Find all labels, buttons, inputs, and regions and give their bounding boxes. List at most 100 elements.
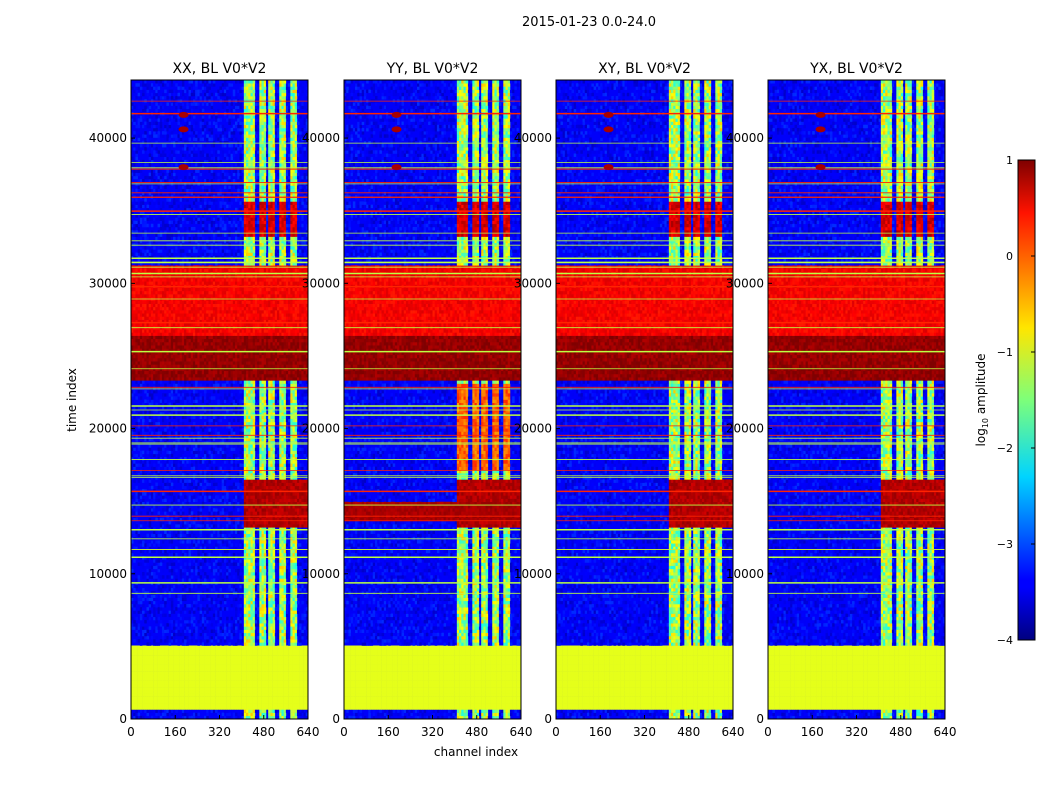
heatmap-cell [294, 575, 298, 579]
heatmap-cell [261, 648, 265, 653]
heatmap-cell [237, 524, 240, 528]
heatmap-cell [279, 572, 282, 576]
heatmap-cell [248, 588, 251, 592]
heatmap-cell [197, 648, 200, 653]
heatmap-cell [270, 565, 273, 570]
heatmap-cell [188, 696, 192, 701]
heatmap-cell [301, 632, 304, 637]
heatmap-cell [188, 568, 192, 573]
heatmap-cell [254, 504, 258, 509]
heatmap-cell [179, 706, 183, 710]
heatmap-cell [210, 664, 214, 669]
heatmap-cell [254, 635, 258, 640]
heatmap-cell [241, 699, 245, 704]
heatmap-cell [159, 645, 163, 649]
heatmap-cell [290, 457, 293, 461]
heatmap-cell [223, 600, 227, 605]
heatmap-cell [290, 619, 293, 624]
heatmap-cell [153, 565, 156, 570]
heatmap-cell [179, 495, 183, 499]
heatmap-cell [243, 610, 247, 614]
heatmap-cell [164, 485, 167, 490]
heatmap-cell [139, 552, 143, 557]
heatmap-cell [201, 495, 205, 499]
heatmap-cell [270, 578, 273, 582]
heatmap-cell [210, 674, 214, 678]
heatmap-cell [173, 562, 176, 566]
heatmap-cell [190, 584, 194, 589]
heatmap-cell [144, 543, 147, 547]
heatmap-cell [192, 559, 196, 563]
heatmap-cell [288, 623, 291, 627]
heatmap-cell [210, 632, 214, 637]
heatmap-cell [254, 495, 258, 499]
heatmap-cell [210, 677, 214, 681]
heatmap-cell [285, 479, 289, 483]
heatmap-cell [296, 479, 300, 483]
heatmap-cell [239, 626, 242, 630]
heatmap-cell [257, 498, 260, 503]
heatmap-cell [270, 485, 273, 490]
heatmap-cell [281, 457, 284, 461]
heatmap-cell [157, 706, 161, 710]
heatmap-cell [184, 712, 187, 717]
heatmap-cell [254, 562, 258, 566]
heatmap-cell [241, 460, 245, 464]
heatmap-cell [252, 687, 256, 691]
heatmap-cell [179, 562, 183, 566]
heatmap-cell [272, 664, 276, 669]
heatmap-cell [279, 677, 282, 681]
heatmap-cell [226, 504, 229, 509]
heatmap-cell [215, 559, 218, 563]
heatmap-cell [135, 712, 138, 717]
heatmap-cell [192, 651, 196, 656]
heatmap-cell [226, 632, 229, 637]
heatmap-cell [259, 549, 262, 554]
heatmap-cell [192, 565, 196, 570]
heatmap-cell [133, 715, 136, 719]
heatmap-cell [170, 709, 174, 713]
heatmap-cell [281, 712, 284, 717]
heatmap-cell [177, 613, 180, 618]
heatmap-cell [296, 520, 300, 525]
heatmap-cell [153, 671, 156, 675]
heatmap-cell [206, 629, 209, 634]
heatmap-cell [230, 562, 234, 566]
heatmap-cell [137, 457, 141, 461]
heatmap-cell [150, 540, 154, 544]
heatmap-cell [301, 543, 304, 547]
heatmap-cell [157, 703, 161, 707]
heatmap-cell [155, 667, 158, 672]
heatmap-cell [159, 639, 163, 643]
heatmap-cell [277, 466, 280, 471]
heatmap-cell [272, 460, 276, 464]
heatmap-cell [175, 520, 178, 525]
heatmap-cell [146, 699, 149, 704]
heatmap-cell [279, 584, 282, 589]
heatmap-cell [305, 683, 308, 688]
heatmap-cell [294, 600, 298, 605]
heatmap-cell [195, 658, 198, 662]
heatmap-cell [215, 476, 218, 480]
heatmap-cell [184, 616, 187, 621]
heatmap-cell [173, 693, 176, 697]
heatmap-cell [303, 683, 307, 688]
heatmap-cell [259, 552, 262, 557]
heatmap-cell [272, 687, 276, 691]
heatmap-cell [142, 479, 145, 483]
heatmap-cell [237, 492, 240, 496]
heatmap-cell [241, 690, 245, 694]
heatmap-cell [283, 616, 287, 621]
heatmap-cell [221, 530, 225, 534]
heatmap-cell [199, 453, 203, 458]
heatmap-cell [168, 549, 172, 554]
heatmap-cell [204, 642, 207, 646]
heatmap-cell [179, 616, 183, 621]
heatmap-cell [223, 680, 227, 685]
heatmap-cell [201, 562, 205, 566]
heatmap-cell [175, 664, 178, 669]
heatmap-cell [239, 540, 242, 544]
heatmap-cell [166, 709, 169, 713]
heatmap-cell [268, 671, 271, 675]
heatmap-cell [210, 498, 214, 503]
